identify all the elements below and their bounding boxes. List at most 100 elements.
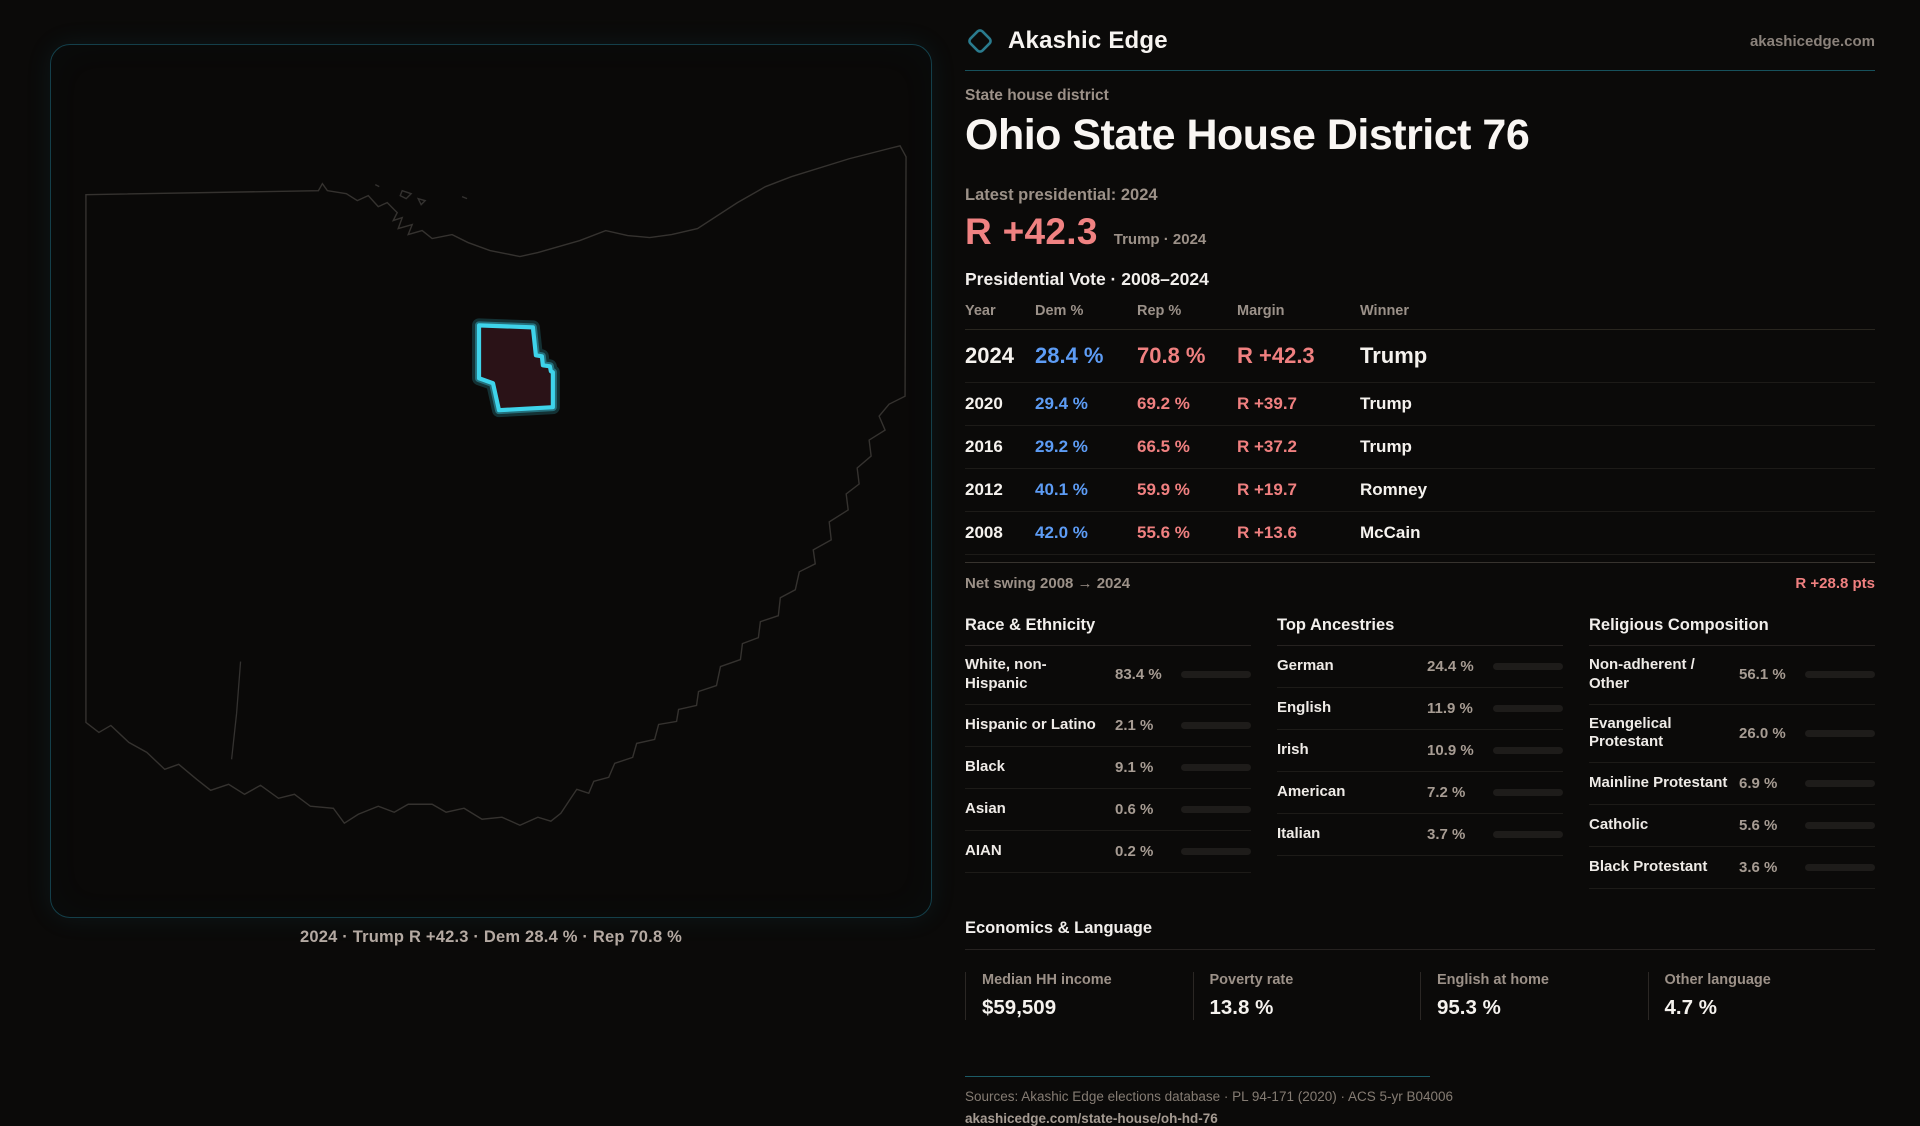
map-panel <box>50 44 932 918</box>
section-title-religion: Religious Composition <box>1589 606 1875 646</box>
demo-bar-track <box>1181 847 1251 855</box>
col-year: Year <box>965 303 996 319</box>
demo-label: Black <box>965 757 1006 775</box>
demo-label: AIAN <box>965 841 1002 859</box>
demo-bar-track <box>1805 780 1875 787</box>
demographics-section: Race & Ethnicity White, non-Hispanic 83.… <box>965 606 1875 889</box>
demo-row: Black Protestant 3.6 % <box>1589 847 1875 889</box>
demo-bar-track <box>1805 729 1875 737</box>
cell-winner: Romney <box>1360 480 1428 499</box>
cell-dem: 29.2 % <box>1035 437 1088 456</box>
vote-table-header: Year Dem % Rep % Margin Winner <box>965 303 1875 330</box>
stat-label: English at home <box>1437 972 1549 988</box>
brand-name: Akashic Edge <box>1008 27 1168 54</box>
demo-label: German <box>1277 657 1334 675</box>
stat-value: 95.3 % <box>1437 996 1501 1019</box>
table-row: 2012 40.1 % 59.9 % R +19.7 Romney <box>965 469 1875 512</box>
stat-value: 4.7 % <box>1664 996 1717 1019</box>
footer: Sources: Akashic Edge elections database… <box>965 1076 1875 1126</box>
demo-label: Catholic <box>1589 816 1649 834</box>
footer-divider <box>965 1076 1430 1077</box>
table-row: 2024 28.4 % 70.8 % R +42.3 Trump <box>965 330 1875 383</box>
cell-year: 2024 <box>965 343 1014 368</box>
demo-value: 2.1 % <box>1115 716 1154 734</box>
cell-margin: R +19.7 <box>1237 480 1298 499</box>
demo-value: 11.9 % <box>1427 700 1473 717</box>
river-segment <box>230 661 242 760</box>
demo-bar-track <box>1181 805 1251 813</box>
cell-margin: R +37.2 <box>1237 437 1298 456</box>
demo-row: White, non-Hispanic 83.4 % <box>965 646 1251 705</box>
demo-row: Black 9.1 % <box>965 747 1251 789</box>
demo-bar-track <box>1181 671 1251 679</box>
cell-winner: McCain <box>1360 523 1421 542</box>
vote-table-body: 2024 28.4 % 70.8 % R +42.3 Trump 2020 29… <box>965 330 1875 555</box>
demo-value: 83.4 % <box>1115 666 1162 684</box>
demo-value: 0.6 % <box>1115 800 1154 818</box>
ohio-outline <box>85 144 907 826</box>
demo-value: 3.7 % <box>1427 826 1466 843</box>
ancestry-rows: German 24.4 % English 11.9 % Irish 10.9 … <box>1277 646 1563 856</box>
section-religion: Religious Composition Non-adherent / Oth… <box>1589 606 1875 889</box>
demo-value: 56.1 % <box>1739 666 1786 684</box>
hero-margin-value: R +42.3 <box>965 211 1098 252</box>
demo-value: 3.6 % <box>1739 859 1778 876</box>
demo-row: Non-adherent / Other 56.1 % <box>1589 646 1875 705</box>
stat-label: Poverty rate <box>1209 972 1294 988</box>
demo-value: 24.4 % <box>1427 658 1474 675</box>
demo-row: Hispanic or Latino 2.1 % <box>965 705 1251 747</box>
ohio-map <box>85 144 907 826</box>
demo-row: Asian 0.6 % <box>965 789 1251 831</box>
net-swing-value: R +28.8 pts <box>1795 575 1875 592</box>
economics-section: Economics & Language Median HH income $5… <box>965 919 1875 1020</box>
cell-rep: 66.5 % <box>1137 437 1190 456</box>
section-ancestry: Top Ancestries German 24.4 % English 11.… <box>1277 606 1563 889</box>
cell-year: 2016 <box>965 437 1003 456</box>
cell-rep: 69.2 % <box>1137 394 1190 413</box>
demo-value: 6.9 % <box>1739 775 1778 792</box>
demo-label: Hispanic or Latino <box>965 715 1096 733</box>
demo-label: Black Protestant <box>1589 858 1708 876</box>
demo-label: Non-adherent / Other <box>1589 656 1695 692</box>
economics-grid: Median HH income $59,509 Poverty rate 13… <box>965 972 1875 1020</box>
map-caption: 2024 · Trump R +42.3 · Dem 28.4 % · Rep … <box>300 928 682 946</box>
section-title-race: Race & Ethnicity <box>965 606 1251 646</box>
district-shape[interactable] <box>476 323 555 413</box>
page-title: Ohio State House District 76 <box>965 111 1530 159</box>
demo-bar-track <box>1493 789 1563 796</box>
permalink-link[interactable]: akashicedge.com/state-house/oh-hd-76 <box>965 1111 1218 1126</box>
demo-row: Italian 3.7 % <box>1277 814 1563 856</box>
demo-row: German 24.4 % <box>1277 646 1563 688</box>
cell-winner: Trump <box>1360 343 1428 368</box>
demo-bar-track <box>1493 747 1563 754</box>
cell-year: 2008 <box>965 523 1003 542</box>
demo-value: 0.2 % <box>1115 842 1154 860</box>
cell-dem: 29.4 % <box>1035 394 1088 413</box>
table-row: 2016 29.2 % 66.5 % R +37.2 Trump <box>965 426 1875 469</box>
col-rep: Rep % <box>1137 303 1182 319</box>
col-dem: Dem % <box>1035 303 1084 319</box>
demo-value: 7.2 % <box>1427 784 1466 801</box>
net-swing-label: Net swing 2008 → 2024 <box>965 575 1131 592</box>
cell-year: 2020 <box>965 394 1003 413</box>
demo-label: English <box>1277 699 1332 717</box>
demo-bar-track <box>1805 822 1875 829</box>
demo-value: 26.0 % <box>1739 724 1786 742</box>
demo-bar-track <box>1805 864 1875 871</box>
demo-row: English 11.9 % <box>1277 688 1563 730</box>
net-swing-row: Net swing 2008 → 2024 R +28.8 pts <box>965 562 1875 592</box>
hero-subtitle: Trump · 2024 <box>1113 231 1207 248</box>
stat-block: Poverty rate 13.8 % <box>1192 972 1421 1020</box>
demo-bar-track <box>1805 671 1875 679</box>
col-margin: Margin <box>1237 303 1285 319</box>
demo-label: Mainline Protestant <box>1589 774 1728 792</box>
site-link[interactable]: akashicedge.com <box>1749 32 1875 50</box>
demo-row: Catholic 5.6 % <box>1589 805 1875 847</box>
demo-bar-track <box>1493 705 1563 712</box>
hero-row: R +42.3 Trump · 2024 <box>965 211 1875 253</box>
religion-rows: Non-adherent / Other 56.1 % Evangelical … <box>1589 646 1875 889</box>
demo-row: American 7.2 % <box>1277 772 1563 814</box>
section-race: Race & Ethnicity White, non-Hispanic 83.… <box>965 606 1251 889</box>
economics-title: Economics & Language <box>965 919 1875 950</box>
stat-block: Median HH income $59,509 <box>965 972 1193 1020</box>
